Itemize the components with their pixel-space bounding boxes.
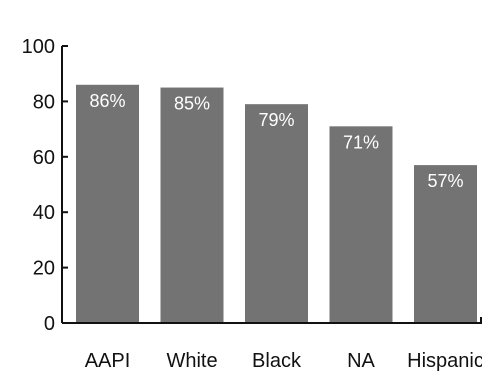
- data-label: 71%: [343, 132, 379, 152]
- data-label: 85%: [174, 94, 210, 114]
- bar-aapi: [76, 84, 139, 323]
- data-label: 86%: [89, 91, 125, 111]
- x-category-label: White: [166, 350, 217, 372]
- bar-black: [245, 104, 308, 323]
- data-label: 57%: [427, 171, 463, 191]
- y-tick-label: 20: [33, 258, 55, 280]
- y-tick-label: 40: [33, 202, 55, 224]
- y-tick-label: 100: [22, 36, 55, 58]
- x-category-label: NA: [347, 350, 375, 372]
- data-label: 79%: [258, 110, 294, 130]
- x-axis: [62, 317, 482, 324]
- bar-na: [329, 126, 393, 323]
- x-category-label: Hispanic: [407, 350, 482, 372]
- data-labels: 86% 85% 79% 71% 57%: [89, 91, 463, 191]
- y-tick-label: 60: [33, 147, 55, 169]
- category-labels: AAPI White Black NA Hispanic: [85, 350, 482, 372]
- bars: [76, 84, 477, 323]
- y-tick-label: 0: [44, 313, 55, 335]
- y-tick-label: 80: [33, 91, 55, 113]
- x-category-label: AAPI: [85, 350, 131, 372]
- bar-hispanic: [414, 165, 477, 323]
- y-axis: 0 20 40 60 80 100: [22, 36, 68, 335]
- bar-white: [160, 87, 224, 323]
- x-category-label: Black: [252, 350, 302, 372]
